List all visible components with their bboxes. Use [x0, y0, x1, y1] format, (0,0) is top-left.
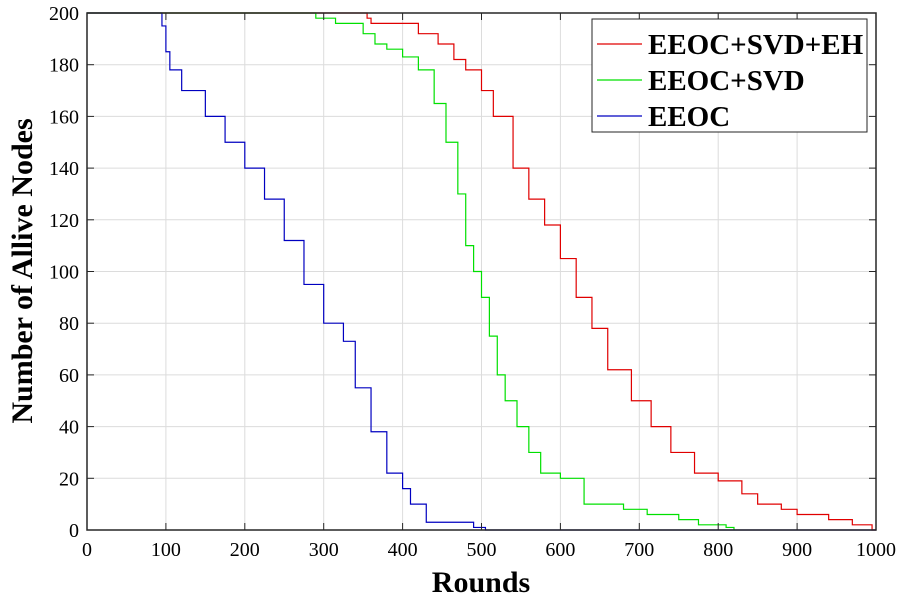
x-tick-label: 900	[782, 539, 812, 561]
legend-box	[591, 18, 868, 133]
y-tick-label: 80	[59, 313, 79, 335]
y-tick-label: 60	[59, 365, 79, 387]
series-line-eeoc	[87, 12, 876, 531]
y-tick-label: 200	[49, 3, 79, 25]
y-tick-label: 40	[59, 417, 79, 439]
legend: EEOC+SVD+EH EEOC+SVD EEOC	[591, 18, 868, 133]
y-tick-label: 180	[49, 55, 79, 77]
y-tick-label: 140	[49, 158, 79, 180]
series-line-eeoc-svd-eh	[87, 12, 876, 531]
legend-label: EEOC	[648, 101, 730, 133]
y-tick-label: 0	[69, 520, 79, 542]
legend-label: EEOC+SVD	[648, 65, 805, 97]
x-tick-label: 300	[309, 539, 339, 561]
x-tick-label: 500	[467, 539, 497, 561]
x-tick-label: 0	[82, 539, 92, 561]
y-tick-label: 160	[49, 106, 79, 128]
y-tick-label: 20	[59, 468, 79, 490]
x-tick-label: 400	[388, 539, 418, 561]
legend-label: EEOC+SVD+EH	[648, 29, 864, 61]
y-axis-label: Number of Allive Nodes	[6, 118, 39, 423]
x-tick-label: 600	[545, 539, 575, 561]
x-tick-label: 1000	[856, 539, 896, 561]
series-line-eeoc-svd	[87, 12, 735, 530]
ticks: 0 100 200 300 400 500 600 700 800 900 1000 0 20 40 60 8…	[49, 3, 896, 561]
x-tick-label: 100	[151, 539, 181, 561]
series-lines	[87, 12, 876, 531]
x-tick-label: 700	[624, 539, 654, 561]
x-axis-label: Rounds	[432, 566, 530, 599]
x-tick-label: 200	[230, 539, 260, 561]
y-tick-label: 100	[49, 262, 79, 284]
x-tick-label: 800	[703, 539, 733, 561]
y-tick-label: 120	[49, 210, 79, 232]
